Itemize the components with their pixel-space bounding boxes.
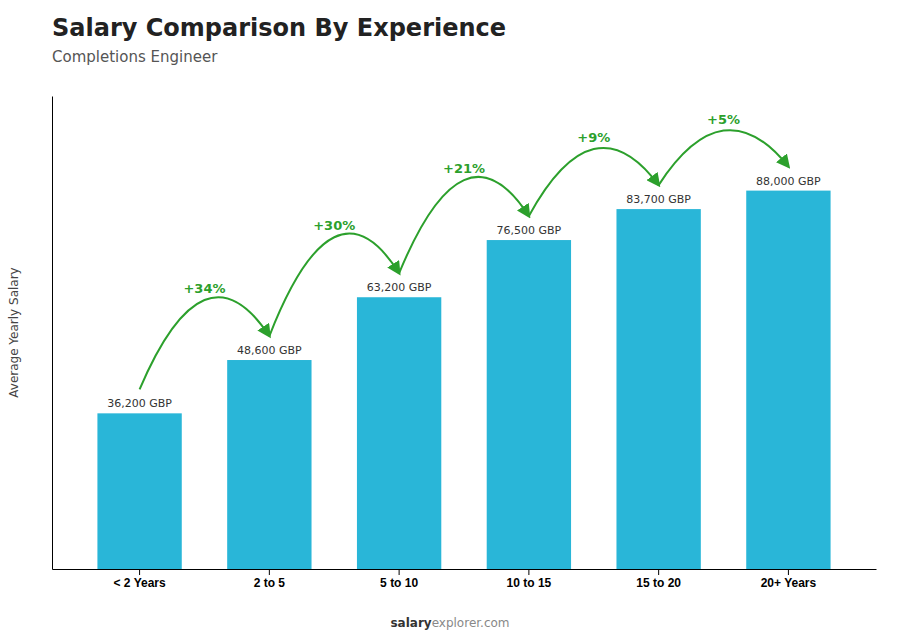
x-tick-label: 15 to 20 [636,576,681,590]
data-label: 36,200 GBP [107,397,172,410]
change-arc [399,177,529,273]
change-arc [659,130,789,185]
data-label: 83,700 GBP [626,193,691,206]
bars [97,191,830,569]
data-label: 76,500 GBP [497,224,562,237]
x-tick: < 2 Years [114,569,166,590]
bar [746,191,830,569]
x-tick: 5 to 10 [380,569,418,590]
footer-part: salary [390,616,431,630]
change-arcs: +34% +30% +21% +9% +5% [140,112,789,390]
footer: salaryexplorer.com [390,616,509,630]
x-axis-line [53,569,877,570]
data-labels: 36,200 GBP 48,600 GBP 63,200 GBP 76,500 GBP… [107,175,821,411]
x-tick-label: 2 to 5 [254,576,286,590]
subtitle: Completions Engineer [52,48,218,66]
change-label: +34% [183,281,225,296]
change-label: +30% [313,218,355,233]
bar [357,297,441,569]
x-tick-label: 20+ Years [761,576,817,590]
x-tick-mark [788,569,789,575]
x-tick-label: < 2 Years [114,576,166,590]
x-tick-mark [139,569,140,575]
change-arc [529,148,659,216]
footer-part: explorer.com [432,616,510,630]
chart: Salary Comparison By Experience Completio… [0,0,900,641]
x-tick: 15 to 20 [636,569,681,590]
x-tick-mark [528,569,529,575]
bar [616,209,700,569]
y-axis-label: Average Yearly Salary [7,267,21,397]
x-tick-mark [658,569,659,575]
change-label: +21% [443,161,485,176]
change-arc [269,234,399,336]
x-axis: < 2 Years 2 to 5 5 to 10 10 to 15 15 to 20 20… [53,569,877,590]
x-tick: 20+ Years [761,569,817,590]
data-label: 63,200 GBP [367,281,432,294]
bar [97,413,181,569]
plot-area: < 2 Years 2 to 5 5 to 10 10 to 15 15 to 20 20… [53,97,877,590]
data-label: 88,000 GBP [756,175,821,188]
x-tick: 2 to 5 [254,569,286,590]
x-tick-label: 10 to 15 [507,576,552,590]
change-arc [140,297,270,389]
title: Salary Comparison By Experience [52,14,506,42]
bar [227,360,311,569]
bar [487,240,571,569]
x-tick: 10 to 15 [507,569,552,590]
y-axis [52,97,53,570]
change-label: +5% [707,112,740,127]
x-tick-mark [269,569,270,575]
y-axis-line [52,97,53,570]
change-label: +9% [577,130,610,145]
x-tick-label: 5 to 10 [380,576,418,590]
data-label: 48,600 GBP [237,344,302,357]
x-tick-mark [399,569,400,575]
